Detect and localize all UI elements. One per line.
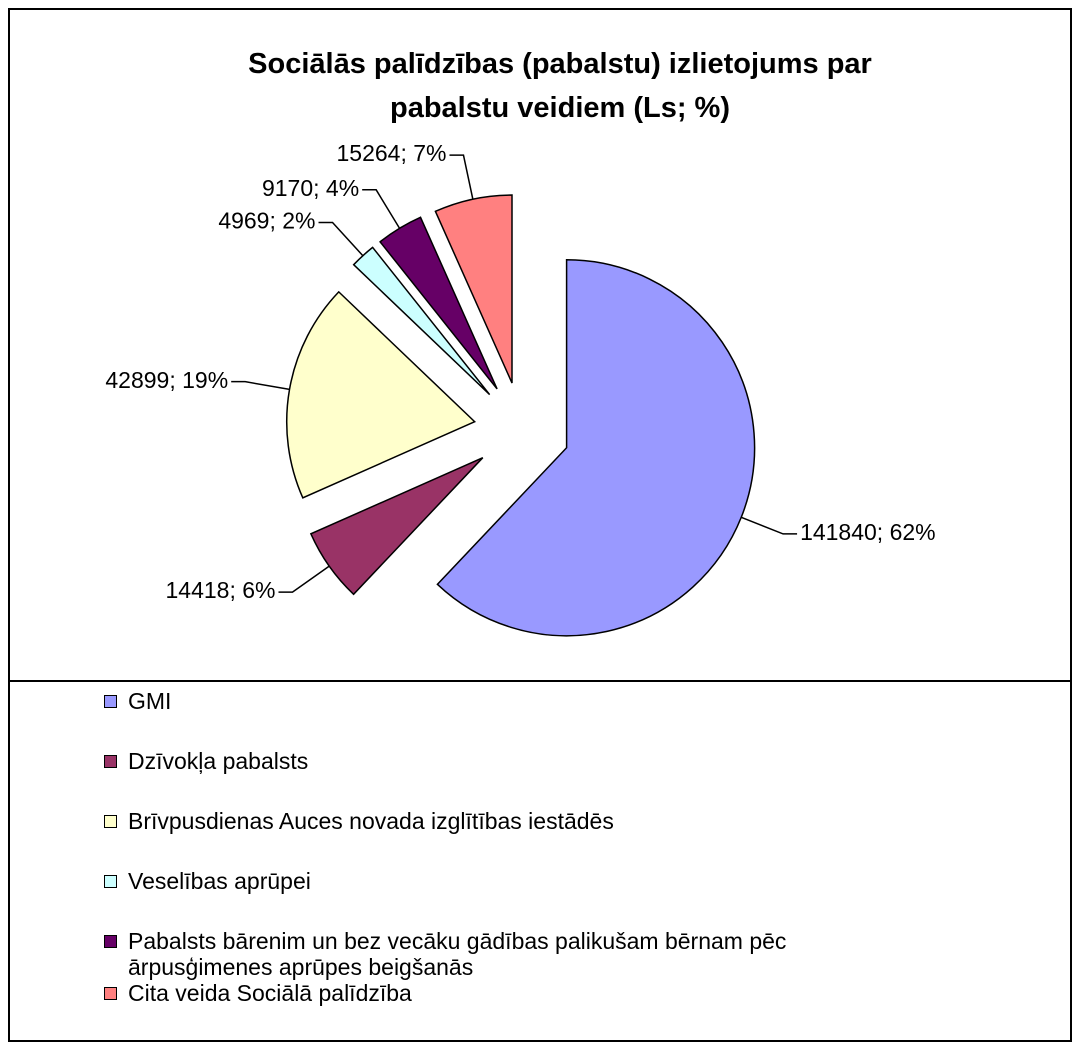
legend-item: Cita veida Sociālā palīdzība: [104, 980, 848, 1006]
legend-item: Pabalsts bārenim un bez vecāku gādības p…: [104, 928, 848, 980]
legend-label: GMI: [128, 688, 172, 714]
legend-swatch: [104, 755, 117, 768]
legend-label: Dzīvokļa pabalsts: [128, 748, 309, 774]
legend-label: Brīvpusdienas Auces novada izglītības ie…: [128, 808, 614, 834]
pie-slice: [379, 216, 498, 390]
pie-slice: [434, 194, 513, 384]
legend-swatch: [104, 815, 117, 828]
data-label: 9170; 4%: [262, 175, 359, 201]
legend-swatch: [104, 987, 117, 1000]
legend-swatch: [104, 695, 117, 708]
data-label: 4969; 2%: [218, 208, 315, 234]
leader-line: [278, 565, 330, 593]
frame: [8, 8, 1072, 1042]
leader-line: [231, 380, 290, 391]
chart-title: Sociālās palīdzības (pabalstu) izlietoju…: [248, 48, 872, 124]
leader-line: [362, 189, 401, 229]
leader-line: [449, 154, 474, 200]
data-label: 15264; 7%: [336, 140, 446, 166]
data-label: 14418; 6%: [165, 577, 275, 603]
legend-item: GMI: [104, 688, 848, 714]
legend-item: Brīvpusdienas Auces novada izglītības ie…: [104, 808, 848, 834]
pie: 141840; 62% 14418; 6% 42899; 19% 4969; 2% 91…: [105, 140, 936, 637]
data-label: 42899; 19%: [105, 367, 228, 393]
legend-swatch: [104, 875, 117, 888]
leader-line: [318, 221, 364, 257]
leader-line: [740, 516, 798, 535]
pie-slice: [285, 290, 477, 499]
legend-label: Cita veida Sociālā palīdzība: [128, 980, 412, 1006]
separator: [8, 680, 1072, 682]
legend-item: Dzīvokļa pabalsts: [104, 748, 848, 774]
data-label: 141840; 62%: [800, 519, 936, 545]
legend-label: Pabalsts bārenim un bez vecāku gādības p…: [128, 928, 787, 980]
pie-slice: [309, 457, 484, 596]
pie-slice: [436, 258, 756, 637]
legend-swatch: [104, 935, 117, 948]
legend-label: Veselības aprūpei: [128, 868, 311, 894]
legend-item: Veselības aprūpei: [104, 868, 848, 894]
